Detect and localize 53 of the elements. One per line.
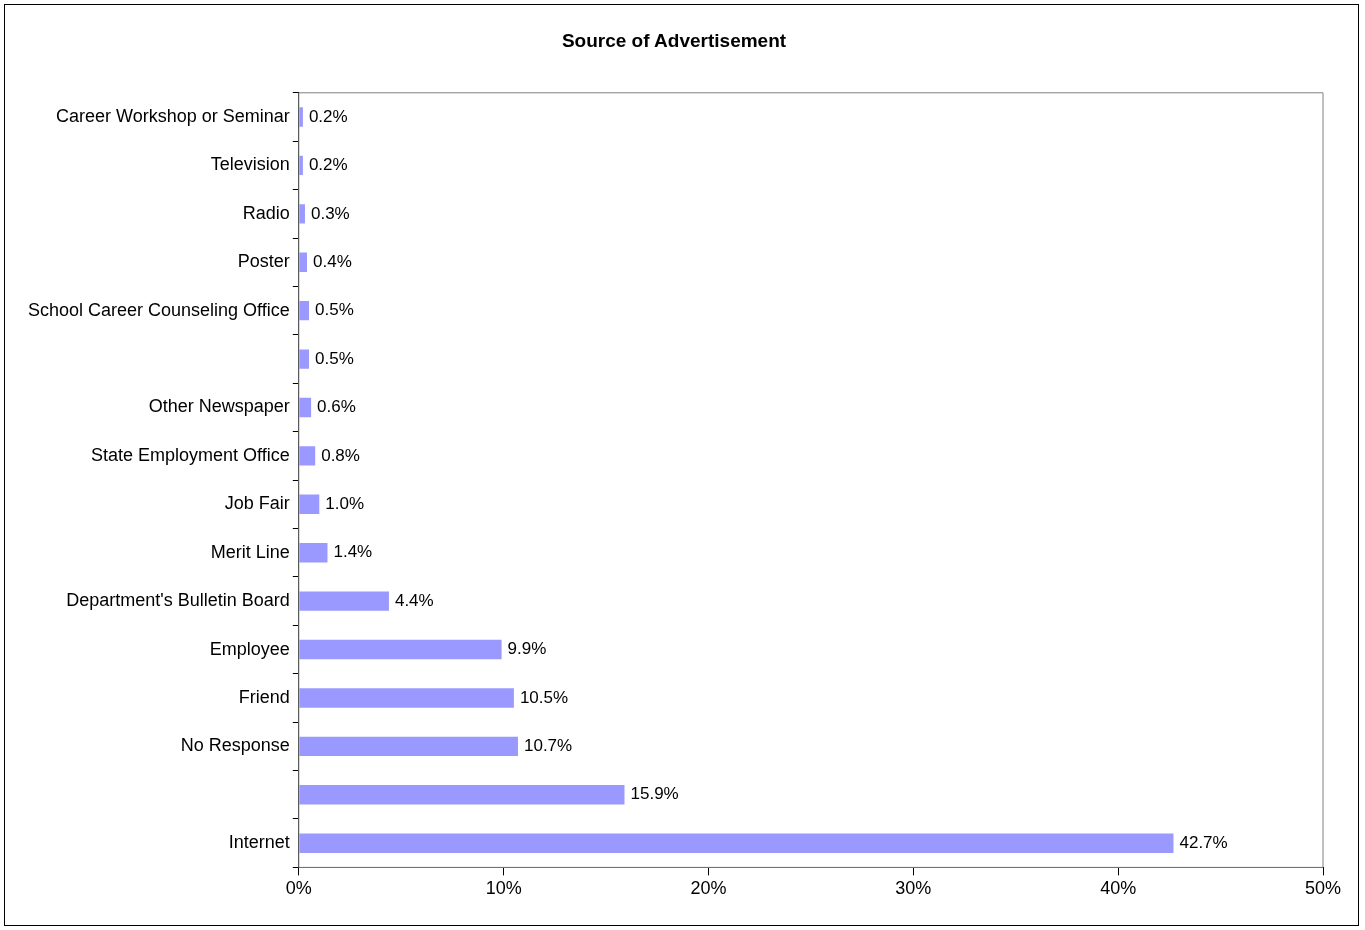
bar	[299, 349, 310, 369]
x-tick-label: 40%	[1100, 878, 1137, 899]
y-tick-label: School Career Counseling Office	[28, 299, 290, 320]
y-tick-label: No Response	[180, 735, 290, 756]
data-label: 0.8%	[321, 445, 360, 465]
y-tick-label: Radio	[242, 202, 290, 223]
bar	[299, 494, 320, 514]
x-tick-label: 10%	[485, 878, 522, 899]
y-tick-label: Career Workshop or Seminar	[56, 105, 290, 126]
data-label: 1.0%	[325, 493, 365, 513]
y-tick-label: Poster	[237, 251, 290, 272]
x-tick-label: 20%	[690, 878, 727, 899]
bar	[299, 155, 303, 176]
chart-title: Source of Advertisement	[561, 29, 787, 51]
data-label: 15.9%	[630, 784, 679, 804]
bar	[299, 833, 1174, 853]
data-label: 0.5%	[315, 300, 354, 320]
data-label: 0.6%	[317, 397, 356, 417]
data-label: 0.3%	[310, 203, 350, 223]
x-tick-label: 50%	[1304, 878, 1342, 899]
bar	[299, 107, 303, 127]
bar	[299, 785, 625, 805]
bar	[299, 736, 518, 757]
y-tick-label: Department's Bulletin Board	[66, 590, 290, 611]
bar	[299, 446, 316, 466]
data-label: 1.4%	[333, 542, 373, 562]
x-tick-label: 0%	[285, 878, 312, 899]
y-tick-label: State Employment Office	[91, 444, 290, 465]
y-tick-label: Internet	[228, 832, 290, 853]
data-label: 4.4%	[394, 590, 434, 610]
bar	[299, 252, 307, 272]
bar	[299, 688, 514, 708]
y-tick-label: Friend	[238, 686, 290, 707]
bar	[299, 300, 310, 321]
y-tick-label: Employee	[209, 638, 290, 659]
bar	[299, 204, 305, 224]
bar	[299, 639, 502, 660]
data-label: 0.4%	[313, 251, 352, 271]
y-tick-label: Other Newspaper	[148, 396, 290, 417]
data-label: 0.5%	[315, 348, 354, 368]
data-label: 0.2%	[308, 155, 348, 175]
y-tick-label: Job Fair	[224, 493, 290, 514]
data-label: 42.7%	[1179, 832, 1228, 852]
y-tick-label: Television	[210, 154, 290, 175]
bar	[299, 543, 328, 563]
bar	[299, 591, 389, 611]
data-label: 0.2%	[308, 106, 348, 126]
x-tick-label: 30%	[895, 878, 932, 899]
data-label: 9.9%	[507, 639, 547, 659]
y-tick-label: Merit Line	[210, 541, 290, 562]
data-label: 10.7%	[523, 736, 573, 756]
data-label: 10.5%	[519, 687, 569, 707]
bar	[299, 397, 312, 418]
